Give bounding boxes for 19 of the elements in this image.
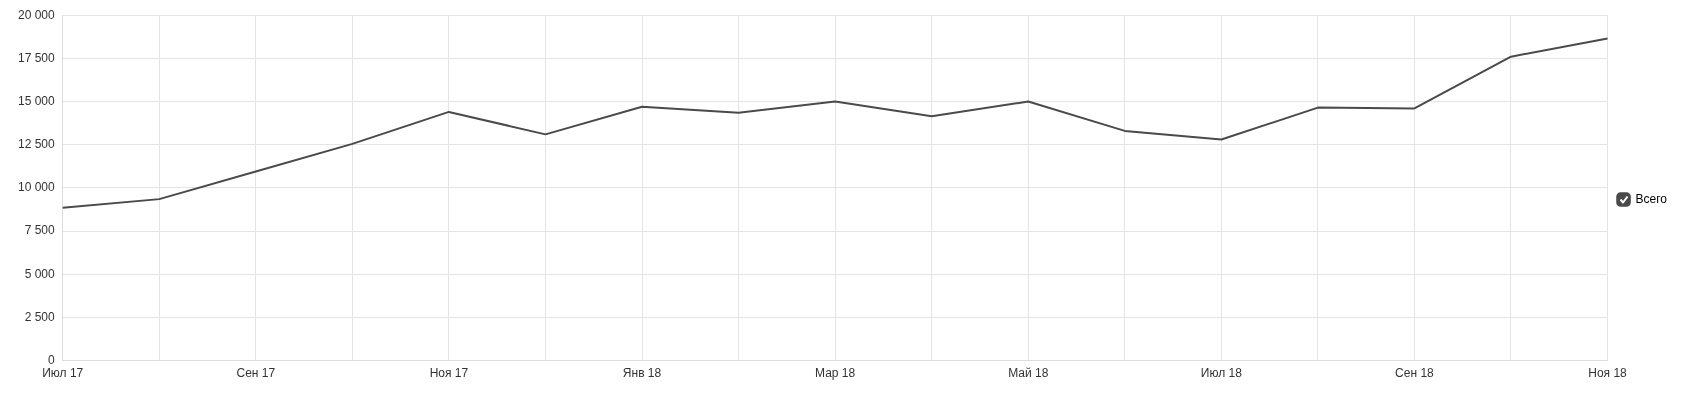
x-tick-label: Июл 17 [42, 366, 84, 381]
y-tick-label: 7 500 [24, 223, 56, 238]
y-tick-label: 12 500 [18, 137, 56, 152]
y-tick-label: 20 000 [18, 7, 56, 22]
x-tick-label: Ноя 17 [429, 366, 469, 381]
y-tick-label: 15 000 [18, 93, 56, 108]
y-tick-label: 0 [48, 352, 56, 367]
x-tick-label: Ноя 18 [1588, 366, 1628, 381]
y-tick-label: 17 500 [18, 50, 56, 65]
legend-label: Всего [1635, 191, 1668, 206]
y-tick-label: 10 000 [18, 180, 56, 195]
x-tick-label: Май 18 [1008, 366, 1049, 381]
x-tick-label: Сен 17 [236, 366, 276, 381]
x-tick-label: Сен 18 [1395, 366, 1435, 381]
x-tick-label: Янв 18 [622, 366, 662, 381]
y-tick-label: 5 000 [24, 266, 56, 281]
x-tick-label: Июл 18 [1200, 366, 1243, 381]
y-tick-label: 2 500 [24, 309, 56, 324]
x-tick-label: Мар 18 [815, 366, 856, 381]
